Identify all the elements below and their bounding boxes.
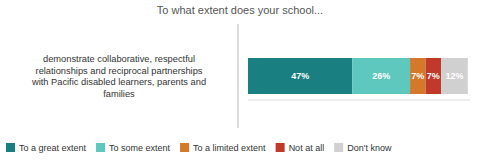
bar-segment bbox=[441, 58, 468, 94]
legend-swatch bbox=[6, 143, 15, 152]
legend: To a great extent To some extent To a limi… bbox=[6, 143, 392, 153]
category-label: demonstrate collaborative, respectfulrel… bbox=[31, 54, 206, 99]
bars bbox=[248, 58, 468, 94]
legend-swatch bbox=[96, 143, 105, 152]
chart: To what extent does your school... demons… bbox=[0, 0, 480, 163]
bar-segment bbox=[426, 58, 442, 94]
legend-item: To a limited extent bbox=[180, 143, 266, 153]
bar-segment bbox=[248, 58, 352, 94]
data-label: 26% bbox=[372, 71, 390, 81]
data-label: 12% bbox=[445, 71, 463, 81]
legend-label: To a great extent bbox=[19, 143, 87, 153]
title: To what extent does your school... bbox=[157, 4, 323, 16]
data-label: 7% bbox=[427, 71, 440, 81]
legend-label: To a limited extent bbox=[193, 143, 266, 153]
bar-segment bbox=[410, 58, 426, 94]
data-labels: 47% 26% 7%7% 12% bbox=[291, 71, 463, 81]
legend-item: To a great extent bbox=[6, 143, 87, 153]
separator bbox=[238, 24, 239, 128]
legend-item: Not at all bbox=[276, 143, 325, 153]
legend-label: To some extent bbox=[109, 143, 171, 153]
bar-segment bbox=[352, 58, 410, 94]
legend-item: To some extent bbox=[96, 143, 171, 153]
legend-label: Don't know bbox=[347, 143, 392, 153]
legend-swatch bbox=[276, 143, 285, 152]
data-label: 7% bbox=[411, 71, 424, 81]
legend-swatch bbox=[180, 143, 189, 152]
data-label: 47% bbox=[291, 71, 309, 81]
legend-item: Don't know bbox=[334, 143, 392, 153]
x-axis-line bbox=[248, 100, 470, 101]
legend-label: Not at all bbox=[289, 143, 325, 153]
legend-swatch bbox=[334, 143, 343, 152]
